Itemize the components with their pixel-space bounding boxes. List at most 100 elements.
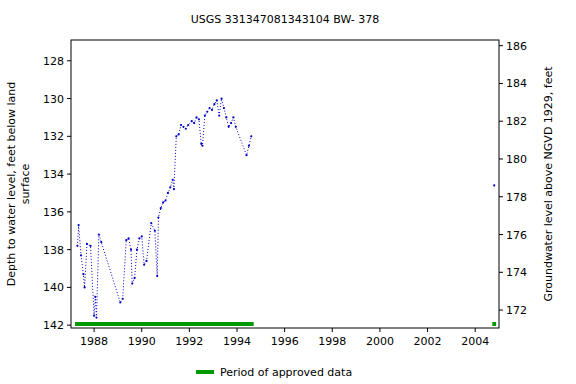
data-point (175, 135, 177, 137)
data-point (198, 118, 200, 120)
y-tick-label: 134 (43, 168, 64, 181)
x-tick-label: 1998 (318, 335, 346, 348)
x-tick-label: 1988 (80, 335, 108, 348)
data-point (83, 286, 85, 288)
data-point (235, 126, 237, 128)
y2-tick (499, 234, 503, 235)
y-tick (67, 136, 71, 137)
data-point (178, 133, 180, 135)
legend-label: Period of approved data (220, 366, 352, 379)
data-point (187, 124, 189, 126)
data-point (76, 245, 78, 247)
data-point (131, 283, 133, 285)
data-point (245, 154, 247, 156)
y-tick (67, 287, 71, 288)
x-tick (379, 328, 380, 332)
data-point (136, 249, 138, 251)
y2-tick-label: 184 (506, 77, 527, 90)
data-point (213, 103, 215, 105)
data-point (164, 199, 166, 201)
data-point (130, 249, 132, 251)
y-tick-label: 132 (43, 130, 64, 143)
y2-tick (499, 121, 503, 122)
data-point (143, 264, 145, 266)
y2-tick-label: 174 (506, 266, 527, 279)
y-axis-label: Depth to water level, feet below land (5, 82, 18, 287)
data-point (173, 188, 175, 190)
x-tick (475, 328, 476, 332)
data-point (98, 233, 100, 235)
data-point (201, 145, 203, 147)
x-tick-label: 2000 (366, 335, 394, 348)
y2-tick (499, 45, 503, 46)
y-tick-label: 136 (43, 206, 64, 219)
data-point (172, 179, 174, 181)
data-point (100, 241, 102, 243)
data-point (78, 224, 80, 226)
data-point (94, 296, 96, 298)
x-tick (141, 328, 142, 332)
data-point (200, 143, 202, 145)
data-point (204, 114, 206, 116)
data-point (119, 301, 121, 303)
frame (71, 40, 499, 328)
y-tick (67, 249, 71, 250)
y2-tick (499, 83, 503, 84)
data-point (248, 145, 250, 147)
y-tick (67, 325, 71, 326)
data-point (167, 192, 169, 194)
data-point (150, 222, 152, 224)
y-axis-label: surface (19, 163, 32, 204)
data-point (185, 128, 187, 130)
data-point (216, 99, 218, 101)
y-tick (67, 211, 71, 212)
data-point (223, 107, 225, 109)
data-point (156, 275, 158, 277)
data-point (220, 97, 222, 99)
data-point (206, 111, 208, 113)
data-point (93, 315, 95, 317)
data-point (128, 237, 130, 239)
x-tick-label: 1990 (128, 335, 156, 348)
data-point (232, 116, 234, 118)
x-tick-label: 1992 (175, 335, 203, 348)
data-point (162, 201, 164, 203)
approved-period (75, 322, 254, 326)
data-point (80, 254, 82, 256)
y2-tick (499, 310, 503, 311)
data-point (193, 122, 195, 124)
data-point (169, 186, 171, 188)
data-point (230, 122, 232, 124)
x-tick (427, 328, 428, 332)
data-point (493, 184, 495, 186)
data-point (191, 120, 193, 122)
data-point (228, 126, 230, 128)
chart: USGS 331347081343104 BW- 378128130132134… (0, 0, 576, 384)
data-point (157, 216, 159, 218)
x-tick (284, 328, 285, 332)
data-point (138, 237, 140, 239)
x-tick (332, 328, 333, 332)
y-tick-label: 142 (43, 319, 64, 332)
data-point (141, 235, 143, 237)
data-point (225, 116, 227, 118)
legend-swatch (196, 370, 214, 374)
y-tick-label: 140 (43, 281, 64, 294)
y2-tick-label: 176 (506, 229, 527, 242)
y-tick-label: 130 (43, 93, 64, 106)
x-tick-label: 2002 (414, 335, 442, 348)
data-point (154, 230, 156, 232)
y2-tick (499, 196, 503, 197)
y2-tick (499, 272, 503, 273)
y2-axis-label: Groundwater level above NGVD 1929, feet (542, 66, 555, 302)
data-point (182, 126, 184, 128)
y-tick (67, 174, 71, 175)
x-tick (189, 328, 190, 332)
data-point (211, 109, 213, 111)
y2-tick-label: 186 (506, 40, 527, 53)
approved-period (492, 322, 496, 326)
data-point (250, 135, 252, 137)
plot-area (75, 97, 496, 326)
data-point (195, 116, 197, 118)
data-point (209, 107, 211, 109)
